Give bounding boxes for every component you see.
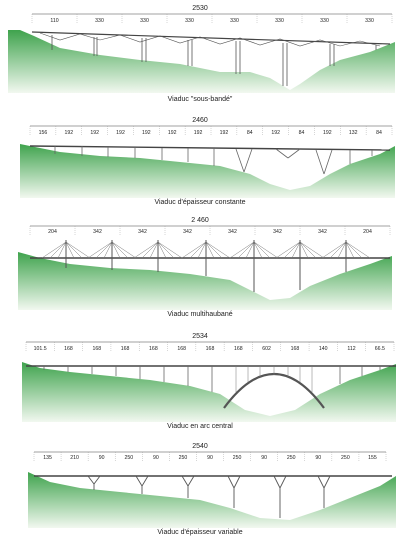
span-label: 90	[207, 455, 213, 461]
span-label: 135	[43, 455, 52, 461]
caption: Viaduc "sous-bandé"	[168, 96, 233, 103]
span-label: 330	[95, 18, 104, 24]
span-label: 156	[39, 130, 48, 136]
span-label: 168	[92, 346, 101, 352]
span-label: 192	[271, 130, 280, 136]
span-label: 602	[262, 346, 271, 352]
span-label: 192	[220, 130, 229, 136]
span-label: 168	[206, 346, 215, 352]
span-label: 155	[368, 455, 377, 461]
under-truss	[39, 32, 381, 47]
span-label: 342	[273, 229, 282, 235]
span-label: 342	[93, 229, 102, 235]
span-label: 342	[138, 229, 147, 235]
span-labels: 204 342 342 342 342 342 342 204	[29, 226, 391, 236]
span-label: 192	[90, 130, 99, 136]
span-label: 168	[234, 346, 243, 352]
panel-arc-central: 2534 101.5 168 168 168 168 168 168 168 602 168 140…	[0, 324, 401, 436]
span-label: 112	[347, 346, 355, 352]
span-label: 132	[349, 130, 358, 136]
span-label: 250	[179, 455, 188, 461]
span-label: 192	[194, 130, 203, 136]
caption: Viaduc d'épaisseur constante	[154, 199, 245, 206]
span-label: 168	[149, 346, 158, 352]
panel-multihaubane: 2 460 204 342 342 342 342 342 342 204 Viaduc mu…	[0, 212, 401, 324]
span-label: 192	[64, 130, 73, 136]
span-label: 140	[319, 346, 328, 352]
span-labels: 156 192 192 192 192 192 192 192 84 192 84 192 132 84	[29, 126, 393, 136]
span-label: 250	[124, 455, 133, 461]
span-label: 342	[228, 229, 237, 235]
span-label: 84	[376, 130, 382, 136]
span-labels: 101.5 168 168 168 168 168 168 168 602 168 140 112 66…	[25, 342, 395, 352]
span-label: 192	[116, 130, 125, 136]
diagram-sous-bande: 2530 110 330 330 330 330 330 330 330 Viaduc "so…	[8, 5, 395, 103]
span-label: 330	[140, 18, 149, 24]
pylons	[65, 240, 347, 292]
total-length: 2530	[192, 5, 208, 12]
span-label: 110	[50, 18, 58, 24]
span-label: 84	[299, 130, 305, 136]
span-label: 90	[261, 455, 267, 461]
caption: Viaduc d'épaisseur variable	[157, 529, 242, 536]
diagram-multihaubane: 2 460 204 342 342 342 342 342 342 204 Viaduc mu…	[18, 217, 392, 318]
total-length: 2 460	[191, 217, 209, 224]
span-label: 342	[318, 229, 327, 235]
span-label: 101.5	[34, 346, 47, 352]
piers	[43, 366, 381, 392]
terrain	[28, 472, 396, 528]
piers	[51, 35, 377, 86]
span-label: 330	[230, 18, 239, 24]
total-length: 2540	[192, 443, 208, 450]
span-label: 342	[183, 229, 192, 235]
span-label: 250	[233, 455, 242, 461]
cable-stays	[41, 241, 371, 259]
terrain	[22, 362, 396, 422]
arch-hangers	[235, 366, 313, 392]
span-label: 330	[185, 18, 194, 24]
span-labels: 135 210 90 250 90 250 90 250 90 250 90 250 155	[33, 452, 387, 462]
span-label: 250	[341, 455, 350, 461]
panel-epaisseur-variable: 2540 135 210 90 250 90 250 90 250 90 250 90 250 155 …	[0, 436, 401, 539]
span-label: 250	[287, 455, 296, 461]
terrain	[8, 30, 395, 93]
span-label: 192	[323, 130, 332, 136]
terrain	[18, 252, 392, 310]
span-label: 84	[247, 130, 253, 136]
span-label: 204	[363, 229, 372, 235]
terrain	[20, 144, 395, 198]
total-length: 2460	[192, 117, 208, 124]
piers	[54, 146, 373, 175]
span-label: 168	[64, 346, 73, 352]
total-length: 2534	[192, 333, 208, 340]
span-label: 192	[168, 130, 177, 136]
span-label: 168	[291, 346, 300, 352]
span-label: 192	[142, 130, 151, 136]
caption: Viaduc multihaubané	[167, 311, 232, 318]
span-label: 330	[275, 18, 284, 24]
diagram-arc-central: 2534 101.5 168 168 168 168 168 168 168 602 168 140…	[22, 333, 396, 430]
span-label: 330	[320, 18, 329, 24]
panel-epaisseur-constante: 2460 156 192 192 192 192 192 192 192 84 192 84 192 1…	[0, 108, 401, 212]
span-label: 168	[121, 346, 130, 352]
span-label: 90	[99, 455, 105, 461]
deck	[31, 31, 391, 45]
span-label: 90	[315, 455, 321, 461]
span-label: 204	[48, 229, 57, 235]
diagram-epaisseur-variable: 2540 135 210 90 250 90 250 90 250 90 250 90 250 155 …	[28, 443, 396, 536]
v-piers	[87, 475, 331, 518]
diagram-epaisseur-constante: 2460 156 192 192 192 192 192 192 192 84 192 84 192 1…	[20, 117, 395, 206]
span-label: 66.5	[375, 346, 385, 352]
deck	[29, 145, 391, 151]
span-label: 330	[365, 18, 374, 24]
caption: Viaduc en arc central	[167, 423, 233, 430]
span-label: 90	[153, 455, 159, 461]
panel-sous-bande: 2530 110 330 330 330 330 330 330 330 Viaduc "so…	[0, 0, 401, 108]
span-labels: 110 330 330 330 330 330 330 330	[31, 14, 393, 24]
span-label: 168	[177, 346, 186, 352]
span-label: 210	[70, 455, 79, 461]
